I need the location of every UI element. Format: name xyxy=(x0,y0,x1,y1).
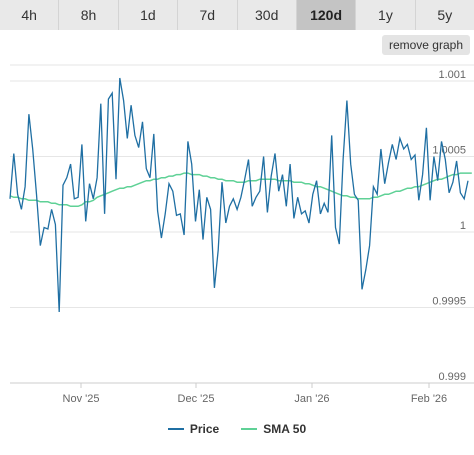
legend-label-price: Price xyxy=(189,422,220,436)
x-tick-label: Feb '26 xyxy=(411,393,447,405)
tab-1y[interactable]: 1y xyxy=(356,0,416,30)
x-axis-ticks: Nov '25 Dec '25 Jan '26 Feb '26 xyxy=(63,383,447,405)
y-tick-label: 1 xyxy=(460,220,466,232)
tab-120d[interactable]: 120d xyxy=(296,0,357,30)
x-tick-label: Nov '25 xyxy=(63,393,100,405)
tab-1d[interactable]: 1d xyxy=(118,0,179,30)
legend-item-price[interactable]: Price xyxy=(167,420,220,438)
x-tick-label: Dec '25 xyxy=(178,393,215,405)
tab-7d[interactable]: 7d xyxy=(178,0,238,30)
timeframe-tabs: 4h 8h 1d 7d 30d 120d 1y 5y xyxy=(0,0,474,30)
price-chart: 0.999 0.9995 1 1.0005 1.001 Nov '25 Dec '25 Ja… xyxy=(9,64,474,405)
legend-label-sma: SMA 50 xyxy=(263,422,307,436)
tab-5y[interactable]: 5y xyxy=(415,0,474,30)
price-line xyxy=(9,77,469,313)
tab-30d[interactable]: 30d xyxy=(237,0,297,30)
y-tick-label: 0.9995 xyxy=(432,296,466,308)
y-tick-label: 1.0005 xyxy=(432,145,466,157)
sma-50-line xyxy=(9,172,472,208)
sma-swatch-icon xyxy=(241,428,258,430)
remove-graph-button[interactable]: remove graph xyxy=(381,35,470,55)
y-tick-label: 0.999 xyxy=(438,371,466,383)
y-axis-ticks: 0.999 0.9995 1 1.0005 1.001 xyxy=(432,69,466,383)
x-tick-label: Jan '26 xyxy=(294,393,329,405)
tab-8h[interactable]: 8h xyxy=(59,0,119,30)
tab-4h[interactable]: 4h xyxy=(0,0,60,30)
gridlines xyxy=(10,64,474,384)
chart-legend: Price SMA 50 xyxy=(0,420,474,438)
legend-item-sma[interactable]: SMA 50 xyxy=(241,420,306,438)
y-tick-label: 1.001 xyxy=(438,69,466,81)
price-swatch-icon xyxy=(167,428,184,430)
